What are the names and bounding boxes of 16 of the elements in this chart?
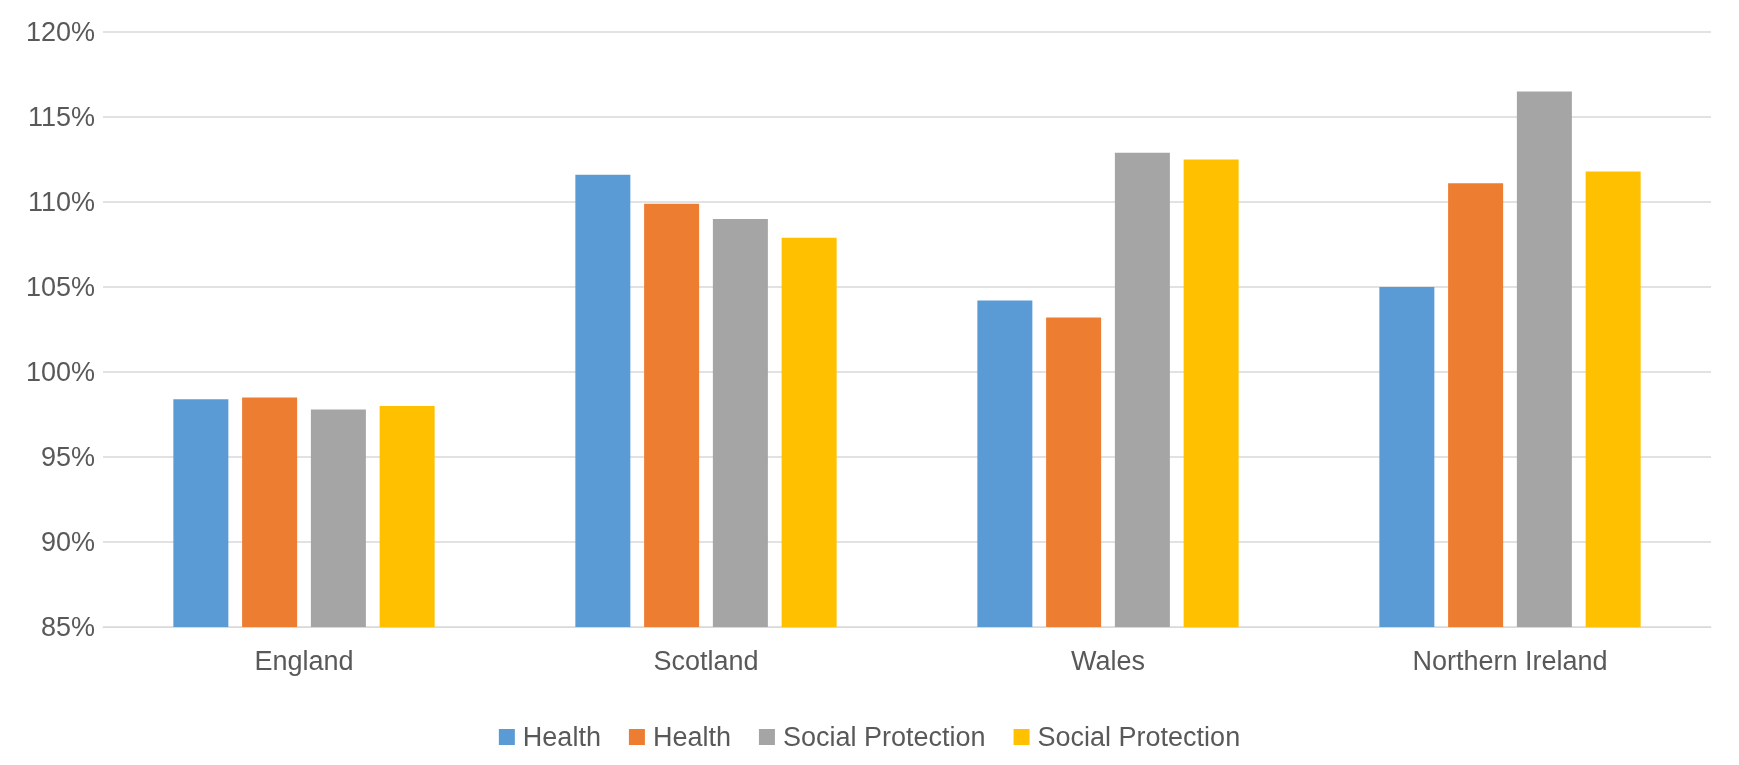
y-tick-label: 95% <box>40 442 95 472</box>
y-tick-label: 105% <box>25 272 95 302</box>
x-tick-label: Scotland <box>653 645 759 676</box>
y-tick-label: 85% <box>40 612 95 642</box>
y-tick-label: 110% <box>27 187 95 217</box>
y-tick-label: 115% <box>27 102 95 132</box>
x-tick-label: Northern Ireland <box>1412 645 1608 676</box>
legend-label: Social Protection <box>782 722 986 752</box>
legend-label: Health <box>652 722 731 752</box>
x-tick-label: England <box>254 645 354 676</box>
y-tick-label: 120% <box>25 17 95 47</box>
legend-label: Social Protection <box>1037 722 1241 752</box>
y-tick-label: 100% <box>25 357 95 387</box>
y-tick-label: 90% <box>40 527 95 557</box>
x-tick-label: Wales <box>1070 645 1146 676</box>
legend-label: Health <box>522 722 601 752</box>
